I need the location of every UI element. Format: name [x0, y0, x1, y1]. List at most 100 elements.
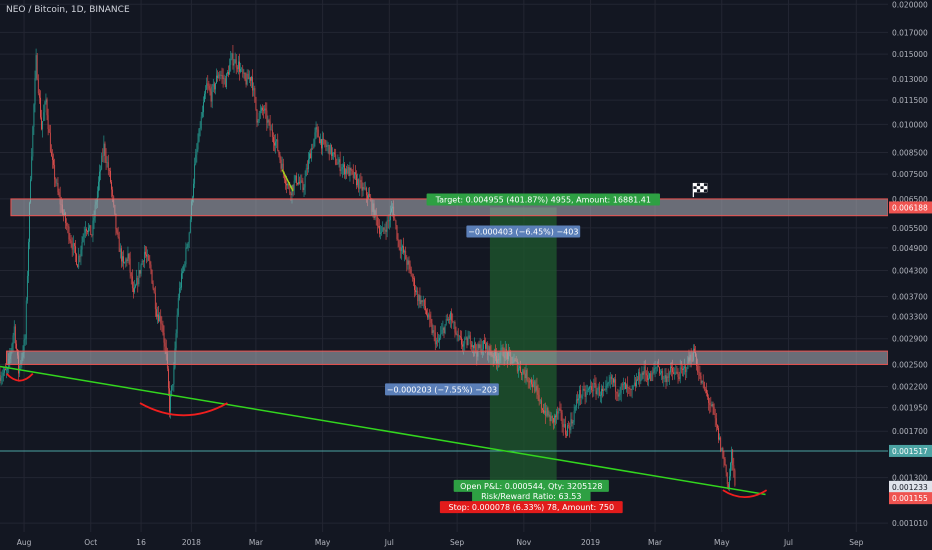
candle-body	[707, 393, 708, 397]
candle-body	[454, 321, 456, 333]
candle-body	[340, 169, 342, 171]
candle-body	[440, 333, 442, 338]
candle-body	[78, 255, 80, 268]
candle-body	[298, 181, 299, 185]
candle-body	[161, 323, 163, 325]
time-tick-label: Oct	[84, 538, 97, 547]
candle-body	[302, 181, 304, 190]
price-tick-label: 0.003700	[892, 293, 928, 302]
price-tick-label: 0.006500	[892, 195, 928, 204]
risk-reward-label-text: Risk/Reward Ratio: 63.53	[481, 492, 581, 501]
candle-body	[222, 75, 224, 79]
price-tag-text: 0.001233	[892, 483, 928, 492]
candle-body	[206, 83, 208, 90]
candle-body	[158, 314, 159, 322]
candle-body	[420, 300, 422, 305]
candle-body	[196, 149, 198, 155]
candle-body	[86, 229, 87, 231]
candle-body	[183, 265, 185, 272]
candle-body	[348, 167, 350, 176]
candle-body	[426, 310, 427, 315]
candle-body	[550, 416, 552, 422]
candle-body	[546, 407, 548, 416]
candle-body	[156, 309, 157, 317]
candle-body	[159, 315, 161, 322]
candle-body	[362, 187, 364, 191]
candle-body	[357, 179, 358, 186]
candle-body	[548, 414, 550, 416]
candle-body	[669, 366, 671, 373]
candle-body	[388, 220, 390, 222]
candle-body	[417, 290, 419, 302]
candle-body	[653, 368, 655, 373]
candle-body	[147, 255, 149, 257]
candle-body	[551, 416, 553, 419]
candle-body	[489, 346, 491, 352]
flag-cell	[696, 188, 701, 193]
candle-body	[287, 183, 288, 186]
candle-body	[46, 99, 48, 116]
candle-body	[574, 406, 576, 411]
candle-body	[602, 388, 603, 392]
candle-body	[437, 340, 438, 342]
price-tick-label: 0.004900	[892, 244, 928, 253]
candle-body	[663, 378, 665, 380]
candle-body	[408, 260, 410, 265]
flag-cell	[700, 185, 704, 190]
candle-body	[376, 217, 378, 227]
candle-body	[269, 121, 271, 131]
candle-body	[277, 139, 279, 151]
candle-body	[626, 384, 628, 390]
candle-body	[383, 227, 385, 230]
candle-body	[559, 408, 561, 410]
candle-body	[220, 75, 222, 76]
candle-body	[54, 164, 56, 180]
flag-cell	[703, 185, 708, 190]
candle-body	[469, 335, 471, 345]
target-label: Target: 0.004955 (401.87%) 4955, Amount:…	[426, 193, 660, 206]
flag-cell	[696, 182, 701, 187]
candle-body	[709, 402, 711, 405]
candle-body	[112, 189, 114, 197]
candle-body	[45, 99, 47, 103]
candle-body	[501, 347, 503, 349]
candle-body	[545, 410, 547, 416]
candles	[0, 45, 736, 492]
time-tick-label: May	[714, 538, 730, 547]
candle-body	[336, 164, 338, 166]
candle-body	[2, 372, 4, 376]
candle-body	[49, 132, 51, 152]
candle-body	[480, 344, 482, 353]
candle-body	[542, 408, 543, 411]
candle-body	[136, 277, 138, 286]
candle-body	[661, 370, 663, 374]
flag-cell	[703, 182, 708, 187]
candle-body	[558, 408, 560, 414]
candle-body	[438, 340, 439, 342]
candle-body	[103, 143, 105, 156]
candle-body	[703, 382, 705, 390]
candle-body	[198, 128, 200, 142]
candle-body	[582, 388, 584, 397]
candle-body	[146, 254, 147, 257]
candle-body	[242, 68, 244, 74]
candle-body	[453, 321, 455, 323]
candle-body	[396, 225, 398, 240]
price-tick-label: 0.001950	[892, 403, 928, 412]
candle-body	[407, 260, 409, 265]
candle-body	[123, 256, 124, 264]
candle-body	[727, 484, 729, 488]
candle-body	[299, 181, 301, 184]
candle-body	[92, 220, 94, 236]
candle-body	[722, 448, 724, 458]
candle-body	[572, 421, 574, 424]
candle-body	[209, 88, 211, 92]
candle-body	[232, 53, 234, 66]
candle-body	[280, 159, 282, 169]
candle-body	[435, 340, 437, 345]
candle-body	[142, 260, 144, 262]
risk-reward-label: Risk/Reward Ratio: 63.53	[472, 489, 591, 502]
candle-body	[713, 407, 715, 415]
